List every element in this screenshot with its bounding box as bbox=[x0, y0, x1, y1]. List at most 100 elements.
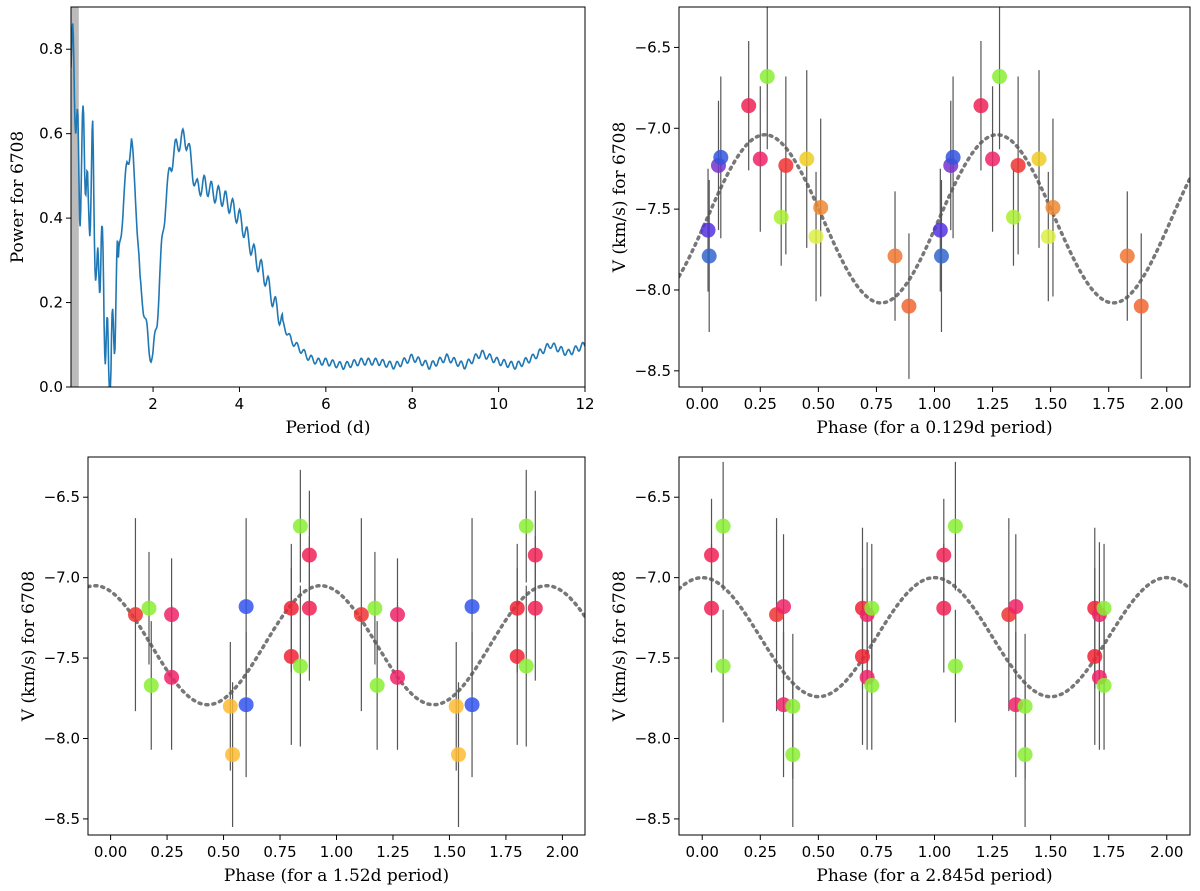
y-tick-label: −7.5 bbox=[635, 649, 671, 667]
data-point bbox=[292, 658, 308, 674]
y-tick-label: −8.5 bbox=[635, 362, 671, 380]
y-tick-label: 0.6 bbox=[39, 125, 63, 143]
data-point bbox=[715, 658, 731, 674]
x-tick-label: 0.75 bbox=[263, 843, 296, 861]
model-curve bbox=[88, 583, 585, 707]
data-point bbox=[947, 518, 963, 534]
data-point bbox=[143, 677, 159, 693]
data-point bbox=[367, 600, 383, 616]
x-tick-label: 1.00 bbox=[918, 843, 951, 861]
data-point bbox=[389, 669, 405, 685]
data-point bbox=[238, 599, 254, 615]
y-tick-label: −7.0 bbox=[635, 569, 671, 587]
data-point bbox=[238, 697, 254, 713]
x-tick-label: 1.50 bbox=[1034, 843, 1067, 861]
y-tick-label: −7.0 bbox=[635, 119, 671, 137]
x-tick-label: 0.00 bbox=[94, 843, 127, 861]
data-point bbox=[527, 547, 543, 563]
y-tick-label: −8.5 bbox=[44, 810, 80, 828]
data-point bbox=[704, 547, 720, 563]
x-tick-label: 1.50 bbox=[433, 843, 466, 861]
data-point bbox=[1017, 698, 1033, 714]
data-point bbox=[509, 648, 525, 664]
data-point bbox=[785, 698, 801, 714]
data-point bbox=[222, 698, 238, 714]
data-point bbox=[527, 600, 543, 616]
y-tick-label: 0.2 bbox=[39, 294, 63, 312]
x-tick-label: 0.50 bbox=[207, 843, 240, 861]
plot-area bbox=[679, 461, 1190, 827]
data-point bbox=[933, 248, 949, 264]
data-point bbox=[936, 547, 952, 563]
y-tick-label: 0.0 bbox=[39, 378, 63, 396]
data-point bbox=[301, 600, 317, 616]
x-tick-label: 2 bbox=[148, 395, 158, 413]
data-point bbox=[778, 157, 794, 173]
x-axis-label: Period (d) bbox=[286, 418, 371, 438]
y-tick-label: −7.5 bbox=[44, 649, 80, 667]
data-point bbox=[127, 607, 143, 623]
data-point bbox=[1031, 151, 1047, 167]
x-tick-label: 1.25 bbox=[976, 395, 1009, 413]
y-tick-label: 0.8 bbox=[39, 40, 63, 58]
data-point bbox=[759, 69, 775, 85]
data-point bbox=[752, 151, 768, 167]
data-point bbox=[741, 98, 757, 114]
y-tick-label: −6.5 bbox=[635, 488, 671, 506]
chart-periodogram: 2 4 6 8 10 12 0.0 0.2 0.4 0.6 0.8 Period (d) Power f… bbox=[8, 6, 595, 438]
data-point bbox=[1045, 200, 1061, 216]
data-point bbox=[773, 209, 789, 225]
x-tick-label: 0.50 bbox=[802, 843, 835, 861]
data-point bbox=[864, 600, 880, 616]
data-point bbox=[887, 248, 903, 264]
data-point bbox=[715, 518, 731, 534]
y-tick-label: −6.5 bbox=[44, 488, 80, 506]
data-point bbox=[854, 648, 870, 664]
x-axis-label: Phase (for a 0.129d period) bbox=[816, 418, 1052, 438]
data-point bbox=[164, 607, 180, 623]
data-point bbox=[141, 600, 157, 616]
y-tick-label: −8.0 bbox=[635, 729, 671, 747]
x-tick-label: 0.25 bbox=[744, 395, 777, 413]
data-point bbox=[864, 677, 880, 693]
y-axis-label: V (km/s) for 6708 bbox=[610, 571, 630, 723]
data-point bbox=[283, 600, 299, 616]
data-point bbox=[518, 658, 534, 674]
y-tick-label: −8.5 bbox=[635, 810, 671, 828]
axes-frame bbox=[87, 456, 586, 836]
x-tick-label: 0.00 bbox=[686, 395, 719, 413]
data-point bbox=[509, 600, 525, 616]
data-point bbox=[301, 547, 317, 563]
data-point bbox=[799, 151, 815, 167]
data-point bbox=[985, 151, 1001, 167]
x-tick-label: 0.25 bbox=[744, 843, 777, 861]
x-tick-label: 12 bbox=[575, 395, 594, 413]
data-point bbox=[701, 248, 717, 264]
x-tick-label: 6 bbox=[321, 395, 331, 413]
data-point bbox=[518, 518, 534, 534]
data-point bbox=[1119, 248, 1135, 264]
data-point bbox=[1010, 157, 1026, 173]
data-point bbox=[932, 222, 948, 238]
data-point bbox=[292, 518, 308, 534]
data-point bbox=[901, 298, 917, 314]
data-point bbox=[945, 149, 961, 165]
data-point bbox=[450, 747, 466, 763]
data-point bbox=[936, 600, 952, 616]
x-tick-label: 0.00 bbox=[686, 843, 719, 861]
series-line bbox=[71, 23, 585, 387]
data-point bbox=[947, 658, 963, 674]
data-point bbox=[1040, 229, 1056, 245]
plot-area bbox=[71, 7, 585, 387]
y-tick-label: −7.0 bbox=[44, 569, 80, 587]
x-tick-label: 1.00 bbox=[918, 395, 951, 413]
axes-frame bbox=[70, 6, 586, 388]
x-tick-label: 1.25 bbox=[376, 843, 409, 861]
data-point bbox=[1008, 599, 1024, 615]
x-tick-label: 8 bbox=[407, 395, 417, 413]
x-tick-label: 1.00 bbox=[320, 843, 353, 861]
data-point bbox=[389, 607, 405, 623]
data-point bbox=[164, 669, 180, 685]
x-axis-label: Phase (for a 1.52d period) bbox=[224, 866, 449, 886]
